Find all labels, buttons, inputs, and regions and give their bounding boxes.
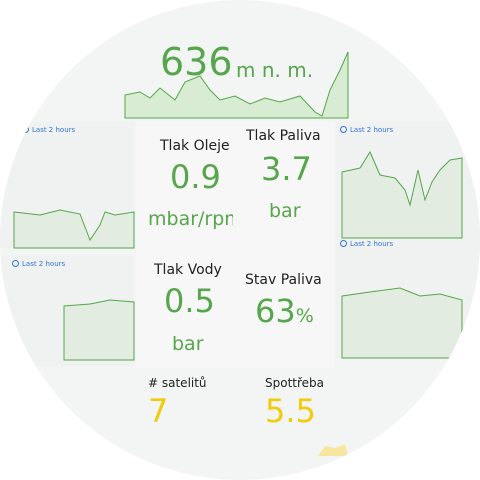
altitude-value: 636	[160, 40, 233, 84]
sparkline	[13, 209, 135, 249]
panel-value: 63	[255, 292, 296, 330]
sparkline	[341, 150, 463, 239]
panel-title: Spottřeba	[265, 376, 325, 390]
time-range[interactable]: Last 2 hours	[12, 260, 65, 268]
panel-title: Tlak Oleje	[160, 138, 230, 154]
panel	[136, 122, 334, 368]
panel-value: 3.7	[261, 150, 312, 188]
time-range[interactable]: Last 2 hours	[340, 240, 393, 248]
panel-unit: bar	[269, 200, 301, 222]
altitude-unit: m n. m.	[236, 58, 314, 82]
time-range[interactable]: Last 2 hours	[22, 126, 75, 134]
panel-title: Stav Paliva	[245, 272, 322, 288]
sparkline	[318, 444, 348, 456]
time-range[interactable]: Last 2 hours	[340, 126, 393, 134]
panel-value: 7	[148, 392, 169, 430]
panel-value-group: 63%	[255, 292, 314, 330]
panel-title: Tlak Vody	[154, 262, 222, 278]
sparkline	[124, 51, 349, 119]
panel-unit: bar	[172, 333, 204, 355]
panel-title: # satelitů	[148, 376, 207, 390]
sparkline	[63, 299, 135, 361]
panel-title: Tlak Paliva	[246, 128, 321, 144]
panel-value: 0.9	[170, 158, 221, 196]
sparkline	[341, 287, 463, 359]
panel-value: 5.5	[265, 392, 316, 430]
panel-unit: %	[295, 305, 314, 327]
panel-unit: mbar/rpm	[148, 208, 233, 230]
panel-value: 0.5	[164, 282, 215, 320]
